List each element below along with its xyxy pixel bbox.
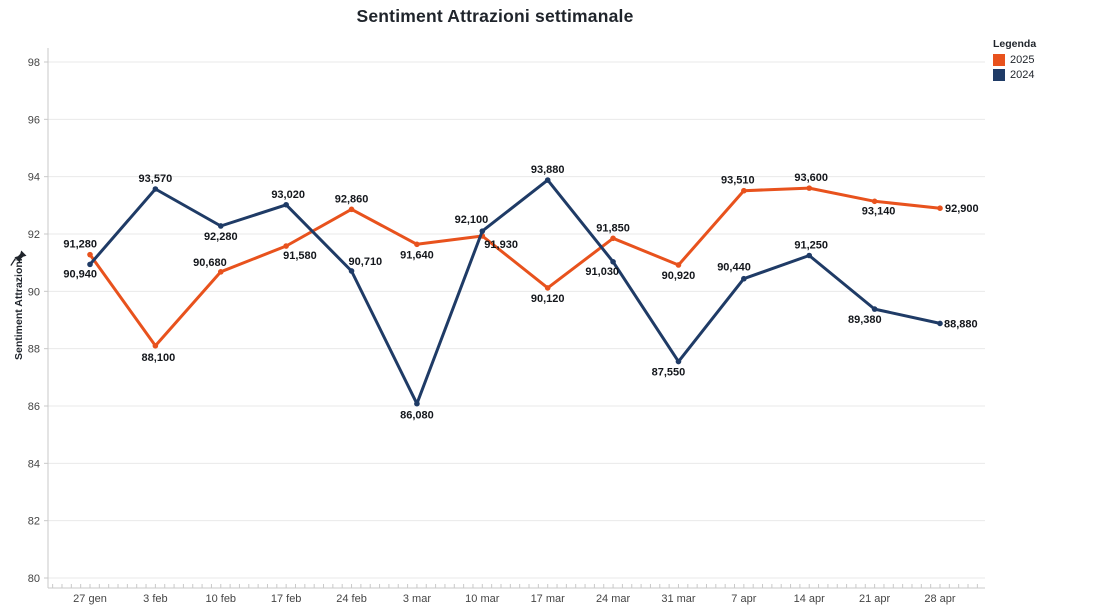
svg-text:90,710: 90,710 [349, 256, 383, 268]
svg-text:10 feb: 10 feb [205, 593, 236, 605]
svg-text:21 apr: 21 apr [859, 593, 891, 605]
svg-text:93,880: 93,880 [531, 164, 565, 176]
svg-text:87,550: 87,550 [652, 367, 686, 379]
svg-text:90,120: 90,120 [531, 293, 565, 305]
legend-item-label: 2024 [1010, 69, 1035, 81]
svg-text:92: 92 [28, 229, 40, 241]
svg-text:7 apr: 7 apr [731, 593, 756, 605]
legend-title: Legenda [993, 38, 1037, 50]
svg-text:92,900: 92,900 [945, 203, 979, 215]
svg-text:91,030: 91,030 [585, 266, 619, 278]
series-2024-swatch-icon [993, 69, 1005, 81]
legend-item-2025[interactable]: 2025 [993, 54, 1093, 66]
svg-text:86: 86 [28, 401, 40, 413]
svg-text:91,580: 91,580 [283, 250, 317, 262]
svg-text:98: 98 [28, 57, 40, 69]
svg-text:3 mar: 3 mar [403, 593, 431, 605]
y-axis-title: Sentiment Attrazioni [13, 258, 25, 360]
svg-text:94: 94 [28, 172, 40, 184]
svg-text:24 mar: 24 mar [596, 593, 631, 605]
svg-text:86,080: 86,080 [400, 410, 434, 422]
svg-text:17 mar: 17 mar [531, 593, 566, 605]
svg-text:92,860: 92,860 [335, 193, 369, 205]
svg-text:28 apr: 28 apr [924, 593, 956, 605]
chart-title: Sentiment Attrazioni settimanale [356, 6, 634, 26]
svg-text:80: 80 [28, 573, 40, 585]
svg-text:91,280: 91,280 [63, 239, 97, 251]
svg-text:90,680: 90,680 [193, 257, 227, 269]
svg-text:24 feb: 24 feb [336, 593, 367, 605]
svg-text:82: 82 [28, 516, 40, 528]
legend-item-2024[interactable]: 2024 [993, 69, 1093, 81]
svg-text:17 feb: 17 feb [271, 593, 302, 605]
svg-text:92,100: 92,100 [455, 214, 489, 226]
legend: Legenda 2025 2024 [993, 38, 1093, 84]
svg-text:88: 88 [28, 344, 40, 356]
pushpin-icon [10, 249, 28, 267]
svg-text:84: 84 [28, 458, 40, 470]
svg-text:88,100: 88,100 [142, 352, 176, 364]
svg-text:91,930: 91,930 [484, 239, 518, 251]
svg-text:93,570: 93,570 [139, 173, 173, 185]
series-2025-swatch-icon [993, 54, 1005, 66]
svg-text:92,280: 92,280 [204, 231, 238, 243]
svg-text:91,640: 91,640 [400, 249, 434, 261]
svg-text:27 gen: 27 gen [73, 593, 107, 605]
svg-text:10 mar: 10 mar [465, 593, 500, 605]
legend-item-label: 2025 [1010, 54, 1035, 66]
svg-text:93,140: 93,140 [862, 205, 896, 217]
svg-text:3 feb: 3 feb [143, 593, 167, 605]
svg-text:90,940: 90,940 [63, 268, 97, 280]
svg-text:93,600: 93,600 [794, 172, 828, 184]
svg-text:90,920: 90,920 [662, 270, 696, 282]
svg-text:91,250: 91,250 [794, 239, 828, 251]
svg-text:89,380: 89,380 [848, 314, 882, 326]
svg-text:93,020: 93,020 [271, 189, 305, 201]
svg-text:90,440: 90,440 [717, 262, 751, 274]
svg-text:90: 90 [28, 286, 40, 298]
svg-text:91,850: 91,850 [596, 222, 630, 234]
svg-text:93,510: 93,510 [721, 175, 755, 187]
svg-text:14 apr: 14 apr [794, 593, 826, 605]
svg-text:31 mar: 31 mar [661, 593, 696, 605]
svg-text:88,880: 88,880 [944, 318, 978, 330]
svg-text:96: 96 [28, 114, 40, 126]
